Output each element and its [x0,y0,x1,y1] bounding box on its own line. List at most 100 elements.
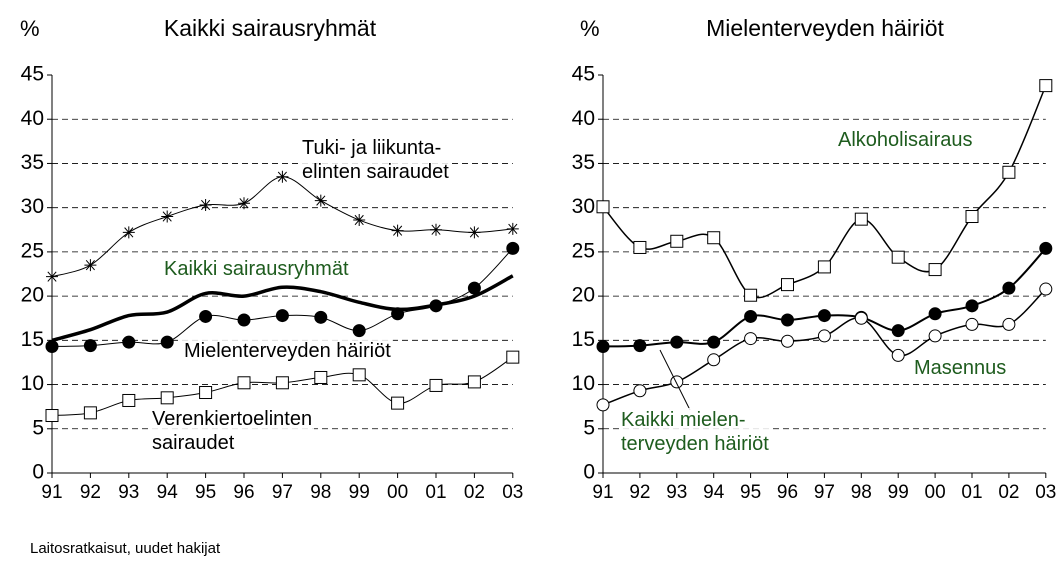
y-tick-label: 45 [21,63,44,86]
y-tick-label: 10 [21,372,44,395]
marker [817,329,831,343]
marker [965,317,979,331]
x-tick-label: 98 [310,482,331,503]
marker [391,396,405,410]
marker [314,194,327,207]
marker [237,313,251,327]
y-tick-label: 25 [21,239,44,262]
y-unit: % [580,16,600,41]
marker [238,197,250,210]
marker [430,223,442,236]
x-tick-label: 96 [777,482,798,503]
marker [1039,241,1053,255]
marker [161,210,174,223]
series-line [51,274,514,343]
marker [314,310,328,324]
y-tick-label: 15 [572,328,595,351]
marker [1039,282,1053,296]
marker [45,409,59,423]
marker [817,260,831,274]
marker [84,259,97,272]
marker [965,210,979,224]
x-tick-label: 96 [233,482,254,503]
marker [891,348,905,362]
y-tick-label: 20 [21,284,44,307]
y-tick-label: 0 [32,461,44,484]
marker [781,278,794,292]
x-tick-label: 92 [629,482,650,503]
series-line [602,288,1047,406]
marker [1039,79,1053,93]
y-tick-label: 0 [583,461,595,484]
y-tick-label: 25 [572,239,595,262]
series-label: Kaikki mielen- terveyden häiriöt [619,408,771,456]
x-tick-label: 92 [80,482,101,503]
marker [670,335,684,349]
x-tick-label: 99 [888,482,909,503]
y-tick-label: 20 [572,284,595,307]
y-tick-label: 5 [583,416,595,439]
marker [1002,165,1016,179]
y-tick-label: 45 [572,63,595,86]
chart-title: Kaikki sairausryhmät [164,15,377,41]
marker [506,350,520,364]
marker [928,329,942,343]
x-tick-label: 91 [41,482,62,503]
marker [199,386,213,400]
x-tick-label: 01 [425,482,446,503]
marker [391,307,405,321]
x-tick-label: 94 [703,482,725,503]
marker [707,335,721,349]
marker [46,270,58,283]
marker [744,288,758,302]
marker [506,241,520,255]
marker [122,393,136,407]
marker [352,324,366,338]
x-tick-label: 97 [272,482,293,503]
x-tick-label: 93 [666,482,687,503]
marker [781,334,794,348]
y-tick-label: 30 [21,195,44,218]
y-tick-label: 15 [21,328,44,351]
marker [707,353,721,367]
marker [854,212,868,226]
marker [1002,317,1016,331]
series-label: Kaikki sairausryhmät [162,257,351,281]
y-tick-label: 30 [572,195,595,218]
marker [160,391,174,405]
marker [83,406,97,420]
marker [276,170,289,183]
x-tick-label: 02 [464,482,485,503]
marker [199,309,213,323]
marker [468,226,481,239]
marker [467,375,481,389]
marker [429,299,443,313]
series-label: Masennus [912,356,1009,380]
y-tick-label: 40 [21,107,44,130]
marker [633,240,647,254]
marker [122,226,135,239]
marker [744,309,758,323]
marker [83,339,97,353]
leader-line [659,349,691,411]
series-label: Alkoholisairaus [836,128,975,152]
marker [817,309,831,323]
chart-title: Mielenterveyden häiriöt [706,15,944,41]
y-tick-label: 5 [32,416,44,439]
marker [596,200,610,214]
y-tick-label: 35 [21,151,44,174]
marker [45,340,59,354]
marker [854,311,868,325]
x-tick-label: 00 [925,482,946,503]
marker [744,332,758,346]
marker [353,214,366,227]
marker [160,335,174,349]
marker [429,378,443,392]
marker [391,224,404,237]
x-tick-label: 02 [998,482,1019,503]
marker [275,309,289,323]
marker [891,250,905,264]
marker [928,263,942,277]
